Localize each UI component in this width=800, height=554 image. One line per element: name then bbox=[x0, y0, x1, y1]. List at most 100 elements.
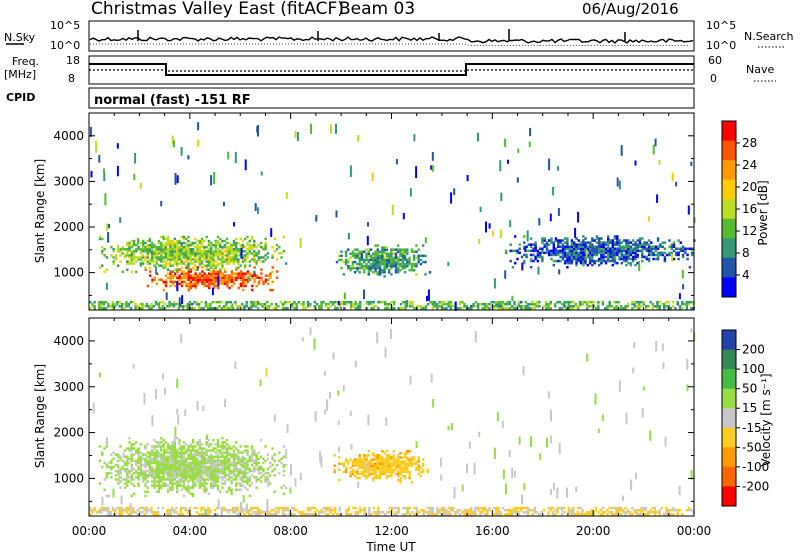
data-cell bbox=[178, 467, 181, 471]
data-cell bbox=[157, 476, 161, 479]
data-cell bbox=[210, 248, 213, 251]
data-cell bbox=[200, 260, 204, 263]
data-cell bbox=[192, 284, 195, 288]
data-cell bbox=[225, 254, 229, 257]
data-cell bbox=[359, 305, 362, 308]
data-cell bbox=[126, 260, 129, 263]
x-tick-label: 00:00 bbox=[677, 524, 712, 538]
data-cell bbox=[635, 472, 637, 480]
data-cell bbox=[284, 302, 287, 306]
data-cell bbox=[254, 506, 257, 510]
data-cell bbox=[394, 262, 398, 266]
data-cell bbox=[656, 253, 660, 257]
data-cell bbox=[431, 513, 434, 516]
data-cell bbox=[266, 305, 269, 308]
data-cell bbox=[385, 460, 389, 463]
data-cell bbox=[125, 506, 128, 510]
data-cell bbox=[216, 476, 220, 479]
data-cell bbox=[212, 252, 215, 255]
data-cell bbox=[575, 263, 578, 267]
data-cell bbox=[559, 255, 562, 259]
data-cell bbox=[574, 302, 577, 306]
data-cell bbox=[513, 508, 516, 512]
data-cell bbox=[183, 276, 186, 279]
data-cell bbox=[533, 305, 537, 308]
data-cell bbox=[508, 307, 512, 310]
data-cell bbox=[154, 300, 158, 304]
data-cell bbox=[376, 258, 379, 262]
data-cell bbox=[390, 464, 393, 467]
data-cell bbox=[397, 474, 400, 478]
data-cell bbox=[112, 256, 115, 259]
data-cell bbox=[365, 476, 368, 480]
data-cell bbox=[422, 244, 425, 247]
data-cell bbox=[656, 305, 659, 308]
data-cell bbox=[107, 465, 111, 469]
data-cell bbox=[604, 247, 608, 250]
data-cell bbox=[582, 255, 585, 259]
data-cell bbox=[687, 300, 691, 304]
data-cell bbox=[563, 259, 567, 263]
data-cell bbox=[237, 276, 240, 279]
data-cell bbox=[206, 434, 209, 440]
data-cell bbox=[526, 305, 530, 308]
data-cell bbox=[504, 302, 507, 306]
data-cell bbox=[89, 126, 92, 137]
data-cell bbox=[582, 261, 585, 265]
data-cell bbox=[611, 255, 614, 259]
data-cell bbox=[377, 511, 380, 514]
data-cell bbox=[397, 262, 400, 266]
data-cell bbox=[351, 472, 355, 476]
data-cell bbox=[157, 467, 161, 471]
data-cell bbox=[246, 488, 249, 491]
data-cell bbox=[284, 486, 288, 489]
data-cell bbox=[180, 262, 183, 265]
data-cell bbox=[447, 305, 450, 308]
data-cell bbox=[235, 278, 238, 281]
data-cell bbox=[182, 241, 186, 245]
data-cell bbox=[255, 463, 258, 467]
data-cell bbox=[401, 474, 404, 478]
data-cell bbox=[169, 449, 172, 452]
data-cell bbox=[146, 248, 149, 251]
data-cell bbox=[633, 305, 636, 308]
data-cell bbox=[227, 307, 230, 310]
data-cell bbox=[389, 328, 392, 340]
data-cell bbox=[160, 256, 163, 259]
data-cell bbox=[217, 286, 220, 290]
data-cell bbox=[616, 177, 619, 187]
data-cell bbox=[397, 460, 400, 463]
data-cell bbox=[160, 457, 163, 461]
data-cell bbox=[95, 140, 98, 153]
data-cell bbox=[116, 143, 119, 149]
data-cell bbox=[576, 511, 580, 514]
data-cell bbox=[189, 449, 192, 452]
data-cell bbox=[632, 251, 635, 255]
data-cell bbox=[314, 410, 317, 422]
data-cell bbox=[360, 462, 364, 465]
data-cell bbox=[506, 513, 509, 516]
data-cell bbox=[169, 274, 172, 277]
data-cell bbox=[394, 462, 398, 465]
data-cell bbox=[576, 305, 580, 308]
data-cell bbox=[383, 260, 386, 264]
data-cell bbox=[479, 206, 482, 213]
data-cell bbox=[313, 300, 316, 304]
data-cell bbox=[545, 243, 549, 246]
data-cell bbox=[586, 263, 589, 267]
data-cell bbox=[182, 252, 186, 255]
data-cell bbox=[575, 259, 578, 263]
data-cell bbox=[429, 506, 432, 510]
data-cell bbox=[351, 260, 355, 264]
data-cell bbox=[403, 468, 407, 472]
data-cell bbox=[203, 250, 206, 253]
data-cell bbox=[241, 476, 245, 479]
data-cell bbox=[497, 305, 500, 308]
data-cell bbox=[358, 462, 361, 465]
data-cell bbox=[189, 486, 192, 489]
data-cell bbox=[463, 302, 466, 306]
data-cell bbox=[257, 457, 260, 461]
data-cell bbox=[248, 457, 251, 461]
data-cell bbox=[677, 247, 680, 250]
